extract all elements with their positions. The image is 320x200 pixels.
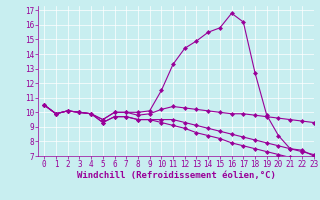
X-axis label: Windchill (Refroidissement éolien,°C): Windchill (Refroidissement éolien,°C) (76, 171, 276, 180)
